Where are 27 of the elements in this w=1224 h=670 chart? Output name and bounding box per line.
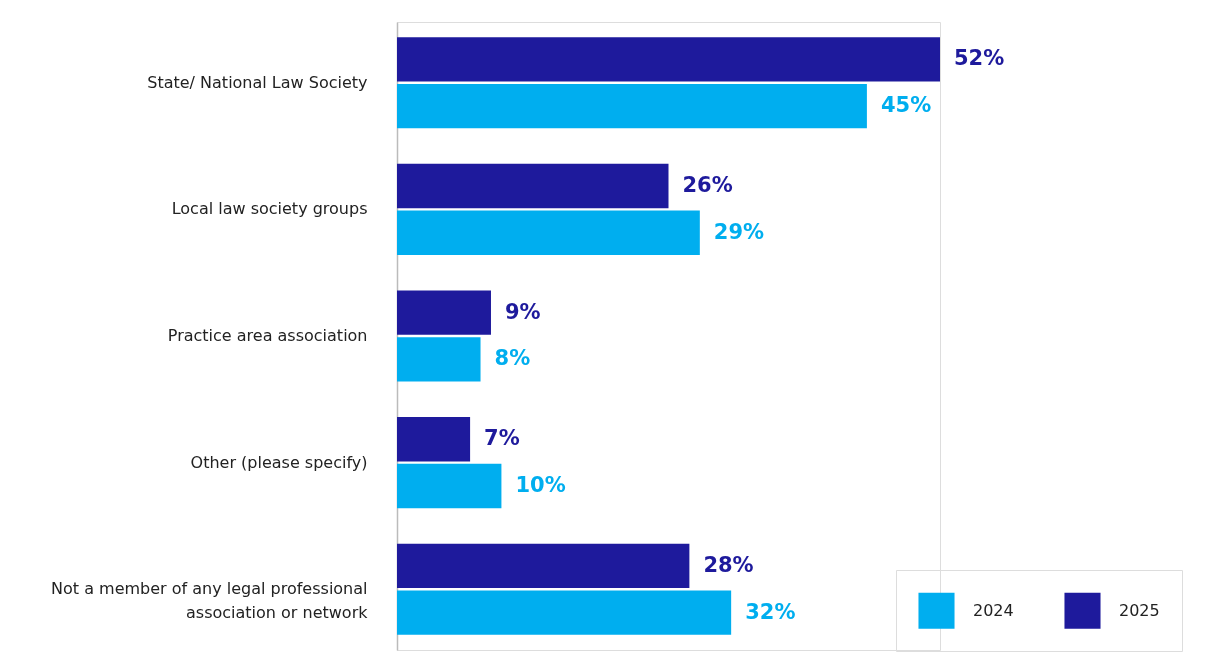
legend-label: 2025	[1119, 600, 1160, 620]
y-tick-label: State/ National Law Society	[147, 72, 368, 92]
data-label: 52%	[954, 46, 1005, 71]
data-label: 29%	[713, 219, 765, 244]
data-label: 28%	[703, 552, 754, 577]
bar	[397, 83, 867, 129]
data-label: 8%	[494, 346, 531, 371]
data-label: 32%	[745, 599, 796, 624]
data-label: 7%	[484, 426, 520, 451]
bar	[397, 210, 700, 255]
bar	[397, 463, 502, 509]
bar	[397, 337, 481, 382]
bar	[397, 417, 471, 462]
y-tick-label: Local law society groups	[171, 199, 368, 219]
bar	[397, 37, 940, 82]
y-tick-label: Other (please specify)	[190, 452, 368, 472]
legend-label: 2024	[973, 600, 1014, 620]
data-label: 45%	[880, 93, 932, 118]
data-label: 26%	[682, 173, 733, 198]
bar	[397, 543, 690, 589]
y-tick-label: Not a member of any legal professional association or network	[51, 579, 369, 623]
bar	[397, 590, 732, 635]
data-label: 10%	[515, 472, 566, 497]
data-label: 9%	[504, 299, 541, 324]
bar	[397, 163, 669, 209]
bar	[397, 290, 491, 335]
y-tick-label: Practice area association	[167, 326, 368, 345]
